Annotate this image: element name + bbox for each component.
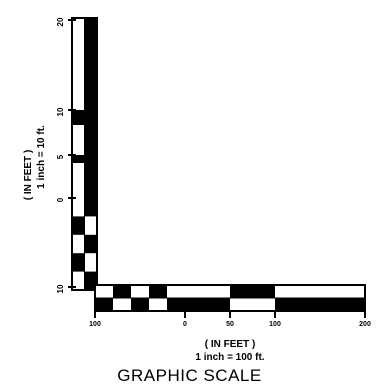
scale-cell (85, 234, 97, 254)
v-tick-label: 10 (56, 107, 65, 116)
scale-cell (230, 286, 275, 298)
scale-cell (95, 298, 113, 311)
horizontal-ratio-label: 1 inch = 100 ft. (195, 352, 264, 363)
scale-cell (113, 286, 131, 298)
vertical-ratio-label: 1 inch = 10 ft. (36, 125, 47, 189)
horizontal-tick-labels: 100 0 50 100 200 (89, 321, 371, 328)
h-tick-label: 100 (89, 321, 101, 328)
v-tick-label: 10 (56, 284, 65, 293)
scale-cell (73, 253, 85, 272)
scale-cell (131, 298, 149, 311)
v-tick-label: 0 (56, 197, 65, 202)
scale-cell (85, 198, 97, 217)
scale-cell (149, 286, 167, 298)
graphic-scale-title: GRAPHIC SCALE (117, 366, 262, 385)
vertical-tick-labels: 20 10 5 0 10 (56, 17, 65, 293)
v-tick-label: 5 (56, 154, 65, 159)
v-tick-label: 20 (56, 17, 65, 26)
vertical-scale-bar (68, 17, 98, 291)
h-tick-label: 0 (183, 321, 187, 328)
scale-cell (73, 155, 85, 163)
scale-cell (275, 298, 365, 311)
horizontal-scale-bar (94, 284, 366, 318)
scale-cell (167, 298, 185, 311)
h-tick-label: 100 (269, 321, 281, 328)
scale-cell (185, 298, 230, 311)
scale-cell (73, 216, 85, 235)
horizontal-unit-label: ( IN FEET ) (205, 339, 256, 350)
scale-cell (73, 110, 85, 125)
h-tick-label: 50 (226, 321, 234, 328)
vertical-unit-label: ( IN FEET ) (23, 150, 34, 201)
h-tick-label: 200 (359, 321, 371, 328)
